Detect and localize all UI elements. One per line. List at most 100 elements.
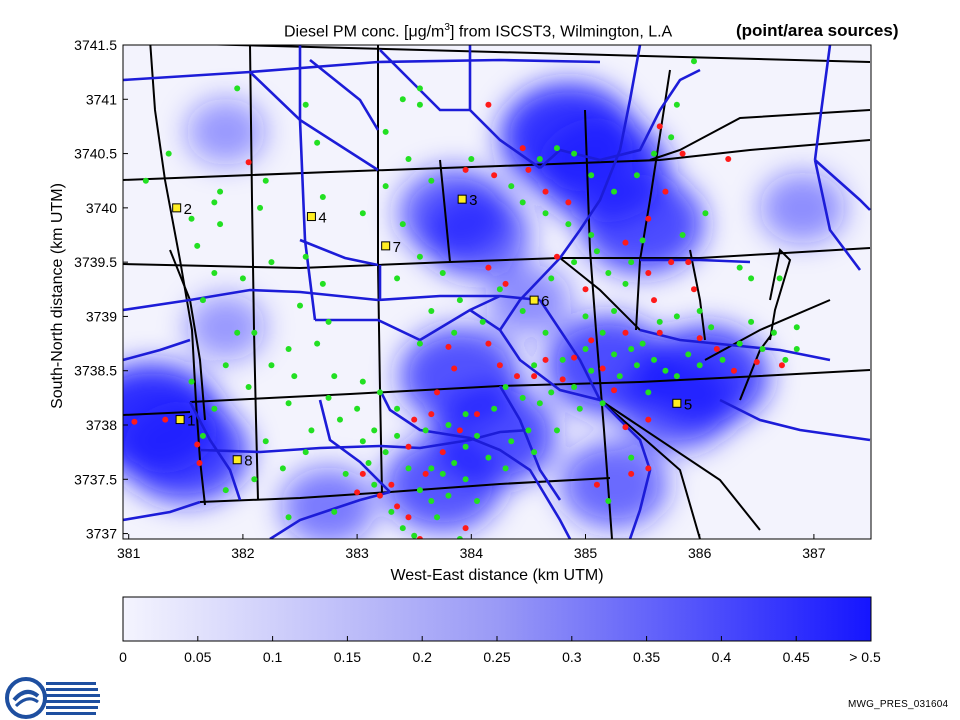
green-source-147 [359,378,366,385]
green-source-84 [199,432,206,439]
green-source-7 [251,329,258,336]
green-source-129 [736,264,743,271]
green-source-167 [234,85,241,92]
green-source-115 [519,199,526,206]
green-source-152 [331,508,338,515]
green-source-59 [719,356,726,363]
red-source-5 [359,470,366,477]
y-tick-label: 3740.5 [74,146,117,162]
green-source-165 [302,101,309,108]
red-source-50 [491,172,498,179]
red-source-25 [559,376,566,383]
green-source-3 [194,242,201,249]
hotspot-1 [123,400,250,504]
green-source-73 [462,476,469,483]
green-source-100 [394,275,401,282]
green-source-104 [519,308,526,314]
red-source-19 [428,411,435,418]
green-source-90 [217,188,224,195]
red-source-34 [645,270,652,276]
green-source-46 [588,367,595,374]
green-source-157 [531,449,538,456]
red-source-52 [525,166,532,173]
green-source-154 [456,536,463,539]
green-source-148 [331,373,338,380]
green-source-120 [588,172,595,179]
y-tick-label: 3739.5 [74,254,117,270]
green-source-12 [302,253,309,260]
hotspot-12 [383,437,502,533]
red-source-39 [730,367,737,374]
colorbar-ticks: 0 0.05 0.1 0.15 0.2 0.25 0.3 0.35 0.4 0.45 > 0.5 [119,636,881,665]
green-source-66 [645,389,652,396]
organization-logo-icon [5,677,100,719]
green-source-42 [548,389,555,396]
green-source-155 [474,498,481,504]
green-source-29 [428,498,435,504]
y-tick-label: 3737 [86,526,117,542]
red-source-33 [651,297,658,304]
green-point-sources [142,58,800,539]
red-source-44 [582,286,589,293]
green-source-150 [302,449,309,456]
green-source-145 [394,405,401,412]
red-source-59 [593,481,600,488]
green-source-97 [399,221,406,228]
green-source-58 [708,324,715,331]
green-source-31 [399,525,406,532]
colorbar-tick-label: 0.3 [562,649,582,665]
green-source-109 [622,280,629,287]
green-source-106 [571,259,578,266]
x-tick-label: 382 [231,545,255,561]
red-source-30 [622,329,629,336]
green-source-116 [508,183,515,190]
green-source-32 [411,532,418,539]
green-source-71 [508,438,515,445]
green-source-123 [651,150,658,157]
green-source-24 [382,449,389,456]
green-source-113 [565,221,572,228]
green-source-96 [359,210,366,217]
green-source-18 [268,362,275,369]
red-source-12 [439,449,446,456]
red-source-11 [422,470,429,477]
green-source-98 [416,253,423,260]
green-source-163 [416,85,423,92]
green-source-56 [685,351,692,358]
green-source-121 [611,188,618,195]
red-source-13 [456,427,463,434]
green-source-13 [319,280,326,287]
presentation-code: MWG_PRES_031604 [848,699,949,710]
red-source-15 [434,389,441,396]
colorbar-tick-label: 0.15 [334,649,361,665]
green-source-51 [633,362,640,369]
green-source-64 [782,356,789,363]
green-source-68 [576,405,583,412]
green-source-81 [279,465,286,472]
green-source-44 [571,384,578,390]
green-source-89 [211,199,218,206]
green-source-69 [553,427,560,434]
green-source-28 [416,487,423,494]
green-source-52 [639,340,646,347]
green-source-85 [211,405,218,412]
green-source-82 [251,476,258,483]
red-source-29 [611,387,618,394]
green-source-132 [793,324,800,331]
green-source-83 [222,487,229,494]
colorbar-tick-label: 0.35 [633,649,660,665]
green-source-117 [536,156,543,162]
green-source-94 [428,177,435,184]
green-source-4 [211,270,218,276]
green-source-36 [474,432,481,439]
red-source-63 [656,123,663,130]
red-source-14 [474,411,481,418]
colorbar-tick-label: 0.1 [263,649,283,665]
red-source-3 [194,441,201,448]
x-axis: 381 382 383 384 385 386 387 [117,534,826,561]
receptor-label-2: 2 [184,201,192,218]
green-source-70 [525,427,532,434]
red-source-32 [622,424,629,431]
y-tick-label: 3739 [86,308,117,324]
